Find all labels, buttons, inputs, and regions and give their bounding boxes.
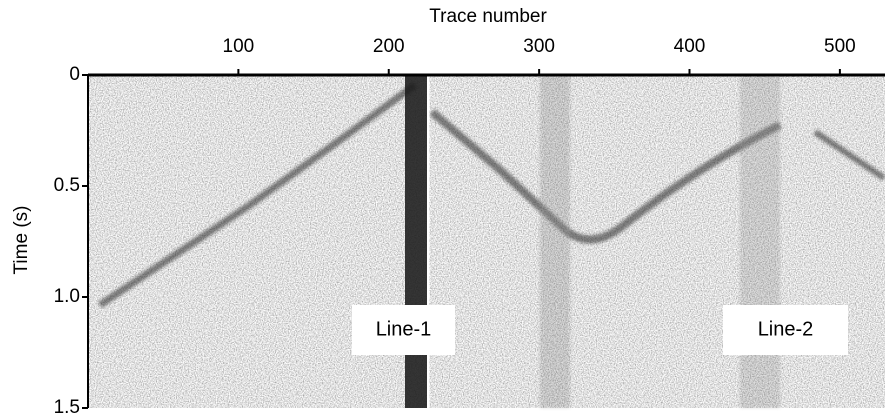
annotation: Line-2	[758, 318, 814, 340]
y-tick-label: 0.5	[54, 175, 80, 196]
x-tick-label: 500	[824, 36, 856, 57]
x-tick-label: 100	[223, 36, 255, 57]
dark-band	[405, 75, 427, 408]
annotation-box	[723, 305, 848, 355]
white-line	[427, 75, 430, 408]
x-axis-label: Trace number	[429, 6, 547, 27]
x-tick-label: 300	[523, 36, 555, 57]
x-tick-label: 400	[674, 36, 706, 57]
y-tick-label: 1.0	[54, 286, 80, 307]
annotation: Line-1	[376, 318, 432, 340]
y-axis-label: Time (s)	[11, 206, 32, 275]
x-tick-label: 200	[373, 36, 405, 57]
y-tick-label: 0	[69, 64, 80, 85]
y-tick-label: 1.5	[54, 397, 80, 418]
annotation-box	[352, 305, 455, 355]
